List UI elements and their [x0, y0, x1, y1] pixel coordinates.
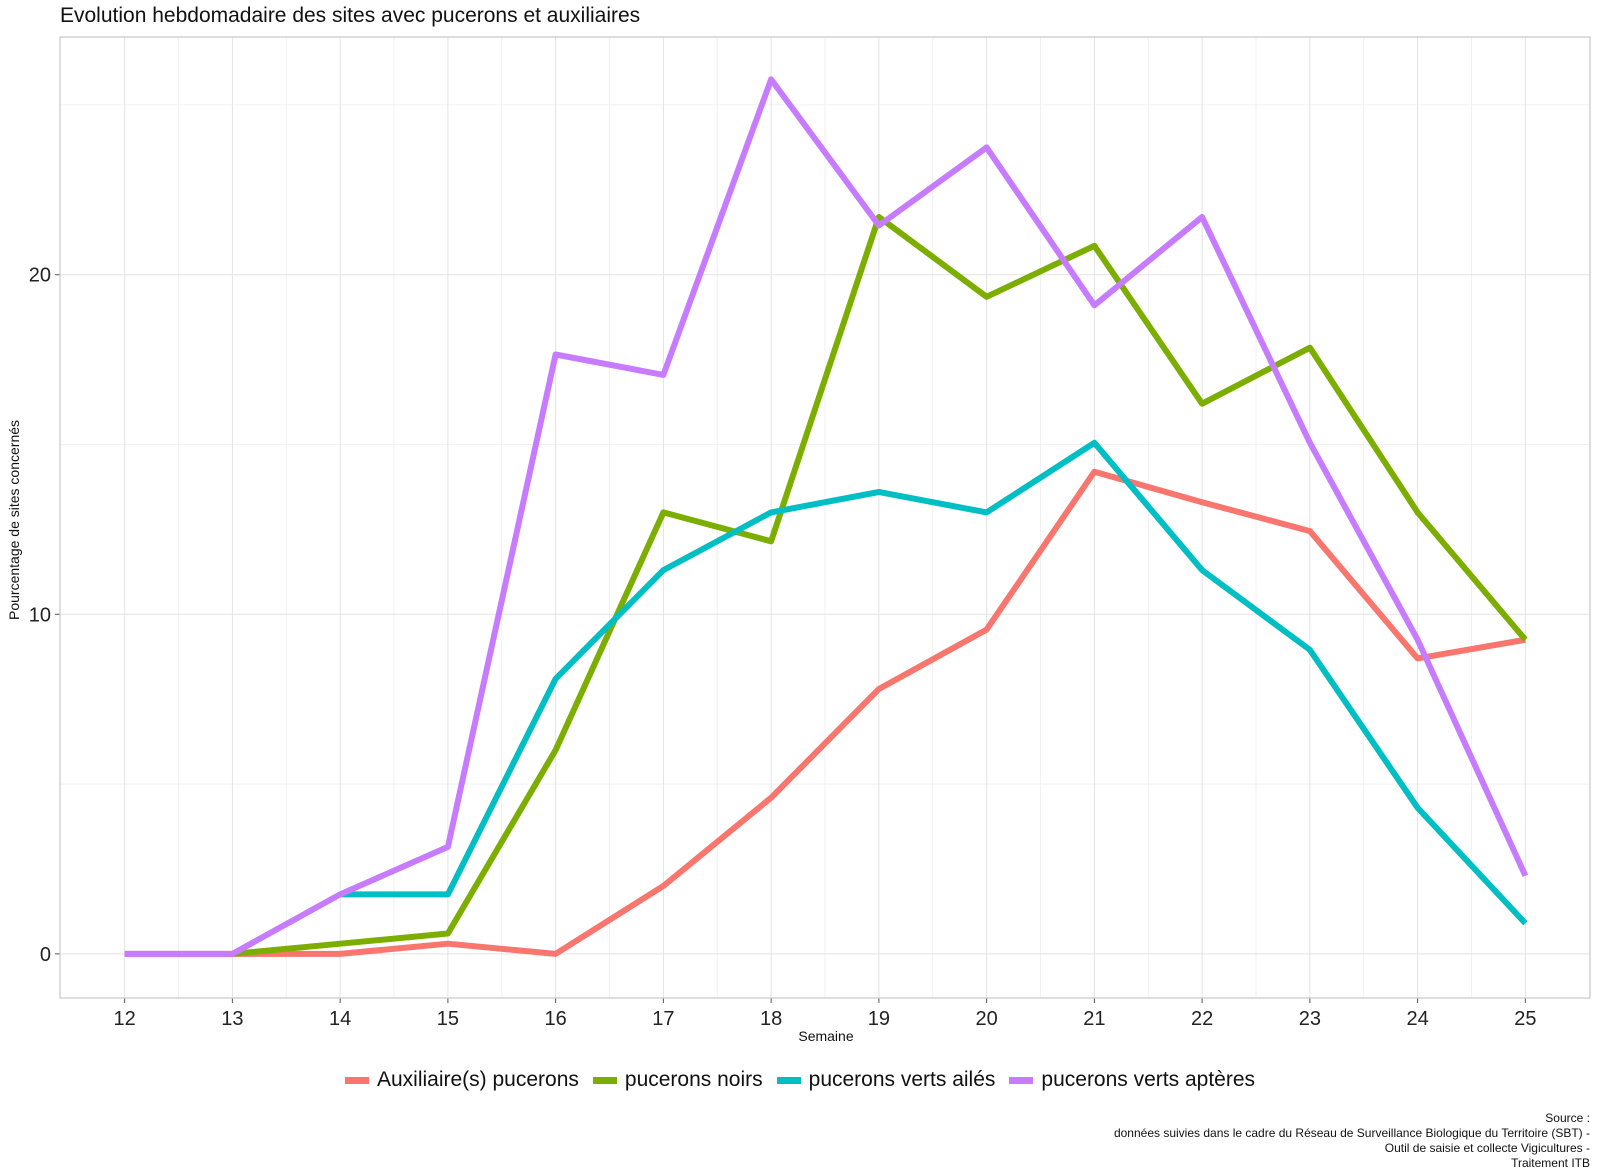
- source-line: Outil de saisie et collecte Vigicultures…: [1384, 1141, 1590, 1155]
- plot-panel-border: [59, 36, 1591, 999]
- legend-swatch: [1009, 1076, 1034, 1084]
- series-line-4: [124, 76, 1529, 957]
- series-lines: [124, 76, 1529, 957]
- legend-item: Auxiliaire(s) pucerons: [344, 1068, 579, 1092]
- legend-item: pucerons verts aptères: [1009, 1068, 1255, 1092]
- x-tick-label: 12: [114, 1008, 136, 1030]
- x-tick-label: 18: [760, 1008, 782, 1030]
- series-line-1: [124, 468, 1526, 957]
- source-note: Source : données suivies dans le cadre d…: [690, 1111, 1590, 1171]
- chart-title: Evolution hebdomadaire des sites avec pu…: [60, 4, 641, 27]
- legend-label: Auxiliaire(s) pucerons: [376, 1068, 579, 1091]
- series-line-3: [340, 439, 1528, 926]
- legend-label: pucerons verts aptères: [1041, 1068, 1256, 1091]
- x-tick-label: 22: [1191, 1008, 1213, 1030]
- tick-labels: 12 13 14 15 16 17 18 19 20 21 22 23 24 25 0 10 20: [29, 265, 1537, 1030]
- axis-ticks: [55, 274, 1526, 1003]
- x-tick-label: 13: [221, 1008, 243, 1030]
- y-axis-label: Pourcentage de sites concernés: [6, 420, 22, 620]
- legend-item: pucerons noirs: [592, 1068, 763, 1092]
- line-chart: 12 13 14 15 16 17 18 19 20 21 22 23 24 25 0 10 20 Semain…: [6, 36, 1591, 1044]
- x-tick-label: 20: [975, 1008, 997, 1030]
- legend-item: pucerons verts ailés: [776, 1068, 996, 1092]
- source-line: Traitement ITB: [1511, 1156, 1590, 1170]
- x-tick-label: 17: [652, 1008, 674, 1030]
- legend-label: pucerons noirs: [624, 1068, 763, 1091]
- series-line-2: [232, 214, 1528, 957]
- minor-gridlines: [60, 37, 1590, 998]
- y-tick-label: 0: [40, 944, 51, 966]
- y-tick-label: 10: [29, 604, 51, 626]
- source-line: données suivies dans le cadre du Réseau …: [1113, 1126, 1590, 1140]
- legend: Auxiliaire(s) pucerons pucerons noirs puce…: [0, 1068, 1600, 1092]
- x-tick-label: 24: [1406, 1008, 1428, 1030]
- x-tick-label: 19: [868, 1008, 890, 1030]
- major-gridlines: [60, 37, 1590, 998]
- x-tick-label: 23: [1299, 1008, 1321, 1030]
- legend-swatch: [776, 1076, 801, 1084]
- x-axis-label: Semaine: [798, 1028, 853, 1044]
- legend-swatch: [344, 1076, 369, 1084]
- x-tick-label: 21: [1083, 1008, 1105, 1030]
- source-line: Source :: [1545, 1111, 1590, 1125]
- legend-swatch: [592, 1076, 617, 1084]
- x-tick-label: 25: [1514, 1008, 1536, 1030]
- x-tick-label: 16: [545, 1008, 567, 1030]
- y-tick-label: 20: [29, 265, 51, 287]
- legend-label: pucerons verts ailés: [808, 1068, 996, 1091]
- x-tick-label: 15: [437, 1008, 459, 1030]
- x-tick-label: 14: [329, 1008, 351, 1030]
